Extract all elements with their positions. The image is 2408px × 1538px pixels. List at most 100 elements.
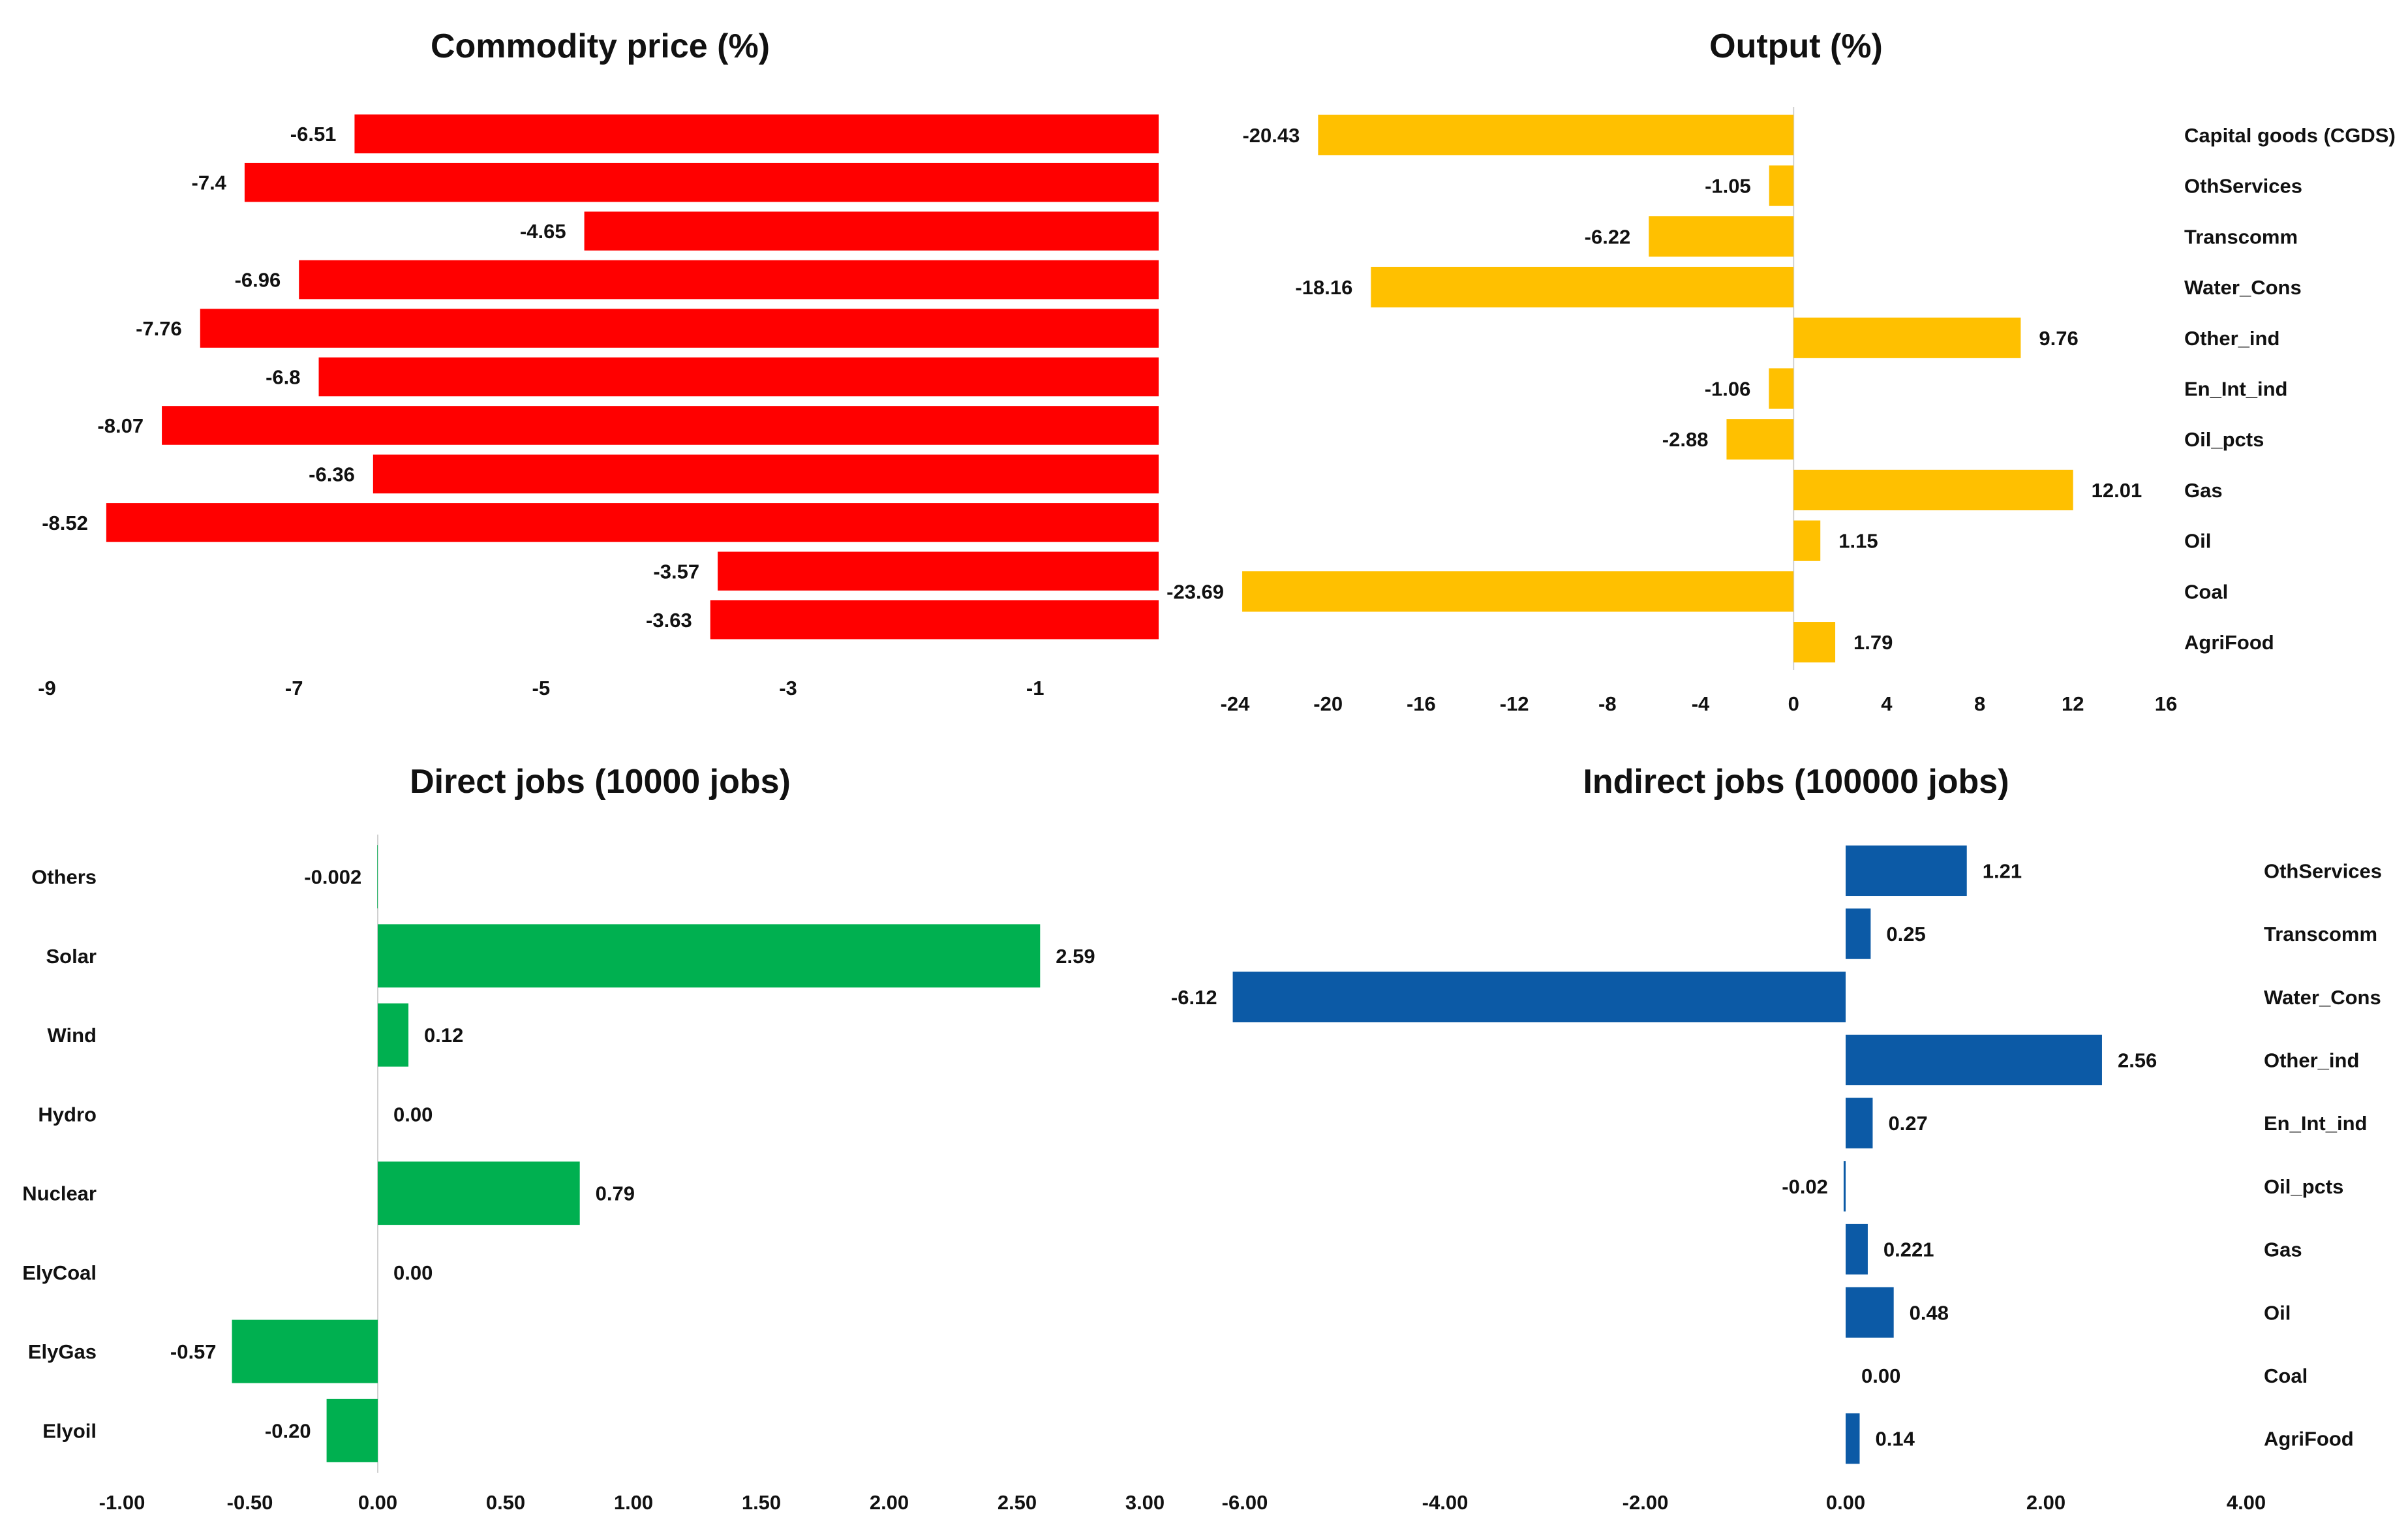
commodity-price-bar [200,309,1159,348]
direct-jobs-category-label: Nuclear [22,1182,97,1205]
commodity-price-data-label: -6.36 [309,463,355,485]
commodity-price-bar [162,406,1159,445]
indirect-jobs-category-label: En_Int_ind [2264,1112,2367,1135]
output-x-tick-label: -8 [1598,692,1617,715]
direct-jobs-x-tick-label: 1.00 [614,1491,653,1514]
indirect-jobs-data-label: 0.48 [1910,1301,1949,1324]
output-category-label: Capital goods (CGDS) [2184,124,2396,147]
commodity-price-x-tick-label: -1 [1026,677,1044,700]
output-category-label: Other_ind [2184,327,2279,350]
indirect-jobs-category-label: Oil [2264,1301,2291,1324]
output-bar [1793,317,2021,358]
output-category-label: Oil [2184,530,2211,553]
commodity-price-x-tick-label: -5 [532,677,551,700]
indirect-jobs-data-label: 0.27 [1888,1112,1927,1135]
output-x-tick-label: -12 [1500,692,1529,715]
indirect-jobs-data-label: 0.14 [1875,1428,1915,1451]
direct-jobs-x-tick-label: -1.00 [99,1491,145,1514]
commodity-price-bar [373,454,1159,494]
direct-jobs-data-label: 0.79 [596,1182,635,1205]
indirect-jobs-data-label: 1.21 [1983,859,2022,882]
direct-jobs-bar [378,924,1041,988]
indirect-jobs-bar [1846,908,1871,959]
direct-jobs-bar [326,1398,378,1462]
direct-jobs-data-label: 0.00 [393,1261,433,1284]
direct-jobs-category-label: Solar [46,945,97,968]
commodity-price-title: Commodity price (%) [431,27,770,65]
direct-jobs-category-label: Wind [48,1024,97,1047]
output-bar [1793,520,1821,561]
indirect-jobs-bar [1846,845,1967,897]
direct-jobs-x-tick-label: 2.50 [998,1491,1037,1514]
direct-jobs-data-label: -0.002 [304,866,361,889]
direct-jobs-x-tick-label: 2.00 [870,1491,909,1514]
output-bar [1769,165,1794,206]
direct-jobs-category-label: ElyCoal [22,1261,97,1284]
output-data-label: -2.88 [1662,428,1709,451]
commodity-price-data-label: -8.52 [42,512,88,534]
output-category-label: Water_Cons [2184,276,2302,299]
output-category-label: En_Int_ind [2184,378,2287,401]
output-x-tick-label: -16 [1407,692,1436,715]
output-data-label: -1.05 [1705,175,1751,198]
indirect-jobs-data-label: -6.12 [1171,986,1217,1009]
commodity-price-data-label: -8.07 [97,414,144,437]
indirect-jobs-x-tick-label: 0.00 [1826,1491,1865,1514]
output-x-tick-label: 4 [1881,692,1893,715]
commodity-price-bar [244,162,1159,202]
output-category-label: OthServices [2184,175,2302,198]
output-bar [1769,368,1794,409]
indirect-jobs-bar [1843,1161,1846,1212]
commodity-price-bar [718,551,1159,591]
commodity-price-bar [710,600,1159,639]
direct-jobs-data-label: -0.57 [170,1340,217,1363]
direct-jobs-bar [232,1319,378,1383]
direct-jobs-bar [378,1003,409,1067]
direct-jobs-x-tick-label: 0.00 [358,1491,397,1514]
direct-jobs-title: Direct jobs (10000 jobs) [410,763,791,801]
indirect-jobs-category-label: Oil_pcts [2264,1175,2343,1198]
indirect-jobs-data-label: 0.00 [1861,1364,1900,1387]
indirect-jobs-category-label: OthServices [2264,859,2382,882]
output-x-tick-label: 12 [2062,692,2084,715]
commodity-price-bar [299,260,1159,300]
output-x-tick-label: -24 [1221,692,1251,715]
direct-jobs-x-tick-label: 3.00 [1125,1491,1165,1514]
output-data-label: -6.22 [1585,225,1631,248]
direct-jobs-x-tick-label: 0.50 [486,1491,525,1514]
direct-jobs-data-label: 0.00 [393,1103,433,1126]
indirect-jobs-category-label: Water_Cons [2264,986,2381,1009]
indirect-jobs-data-label: 0.221 [1883,1238,1934,1261]
output-bar [1371,266,1794,308]
output-x-tick-label: 8 [1974,692,1985,715]
direct-jobs-bar [378,1161,580,1225]
direct-jobs-x-tick-label: -0.50 [227,1491,273,1514]
indirect-jobs-bar [1846,1034,2102,1086]
indirect-jobs-title: Indirect jobs (100000 jobs) [1583,763,2009,801]
commodity-price-data-label: -7.4 [192,172,227,194]
direct-jobs-data-label: 0.12 [424,1024,463,1047]
direct-jobs-data-label: -0.20 [265,1419,311,1442]
output-data-label: -1.06 [1705,378,1751,401]
output-x-tick-label: -20 [1313,692,1343,715]
output-x-tick-label: 16 [2155,692,2177,715]
commodity-price-data-label: -6.96 [235,269,281,292]
output-bar [1649,216,1794,257]
output-data-label: -20.43 [1242,124,1300,147]
commodity-price-data-label: -3.63 [646,609,692,632]
indirect-jobs-bar [1846,1223,1868,1275]
commodity-price-data-label: -6.8 [266,366,300,389]
indirect-jobs-category-label: Other_ind [2264,1049,2359,1071]
indirect-jobs-data-label: 2.56 [2118,1049,2157,1071]
indirect-jobs-category-label: Coal [2264,1364,2308,1387]
output-bar [1793,469,2073,511]
direct-jobs-chart: Direct jobs (10000 jobs) -0.002 Others 2.59… [22,763,1165,1514]
output-chart: Output (%) -20.43 Capital goods (CGDS) -1.0… [1166,27,2396,715]
output-bar [1242,571,1794,612]
commodity-price-bar [318,357,1159,397]
output-category-label: Coal [2184,580,2228,603]
output-category-label: AgriFood [2184,631,2274,654]
indirect-jobs-x-tick-label: 4.00 [2227,1491,2266,1514]
output-bar [1726,419,1794,460]
indirect-jobs-data-label: -0.02 [1782,1175,1828,1198]
